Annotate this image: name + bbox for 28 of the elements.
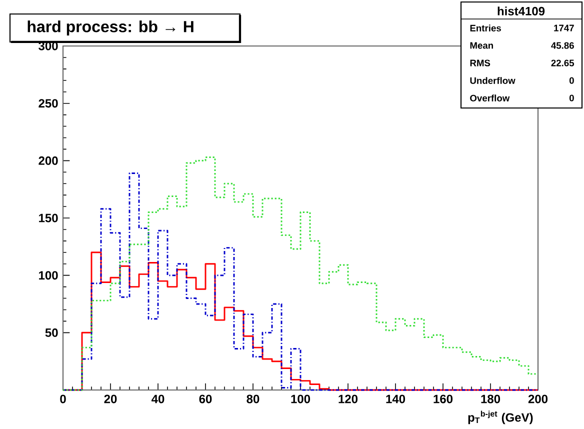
y-tick-label: 100 [39, 271, 58, 280]
x-tick-label: 160 [434, 394, 453, 404]
y-tick-label: 200 [38, 156, 58, 165]
annotation: RMS [470, 60, 490, 66]
text: 45.86 [551, 42, 574, 49]
y-tick-label: 150 [39, 214, 58, 222]
annotation: Mean [470, 42, 493, 49]
annotation: Overflow [470, 94, 510, 102]
x-tick-label: 40 [152, 394, 164, 404]
text: hist4109 [498, 6, 545, 16]
text: 0 [569, 94, 574, 102]
x-axis-title: p$_{T}$$^{b-jet}$ (GeV) [468, 410, 533, 424]
y-tick-label: 50 [45, 328, 58, 337]
text: 1747 [554, 24, 574, 32]
y-tick-label: 250 [38, 99, 58, 108]
x-tick-label: 200 [528, 394, 548, 404]
x-tick-label: 60 [199, 394, 212, 404]
x-tick-label: 140 [386, 394, 406, 404]
x-tick-label: 0 [60, 394, 66, 404]
text: 22.65 [551, 60, 574, 66]
x-tick-label: 100 [291, 394, 310, 404]
x-tick-label: 80 [246, 394, 260, 404]
x-tick-label: 20 [104, 394, 117, 404]
annotation: Underflow [470, 77, 516, 84]
x-tick-label: 120 [338, 394, 358, 404]
x-tick-label: 180 [481, 394, 500, 404]
text: Entries [470, 24, 501, 32]
text: 0 [569, 77, 574, 84]
